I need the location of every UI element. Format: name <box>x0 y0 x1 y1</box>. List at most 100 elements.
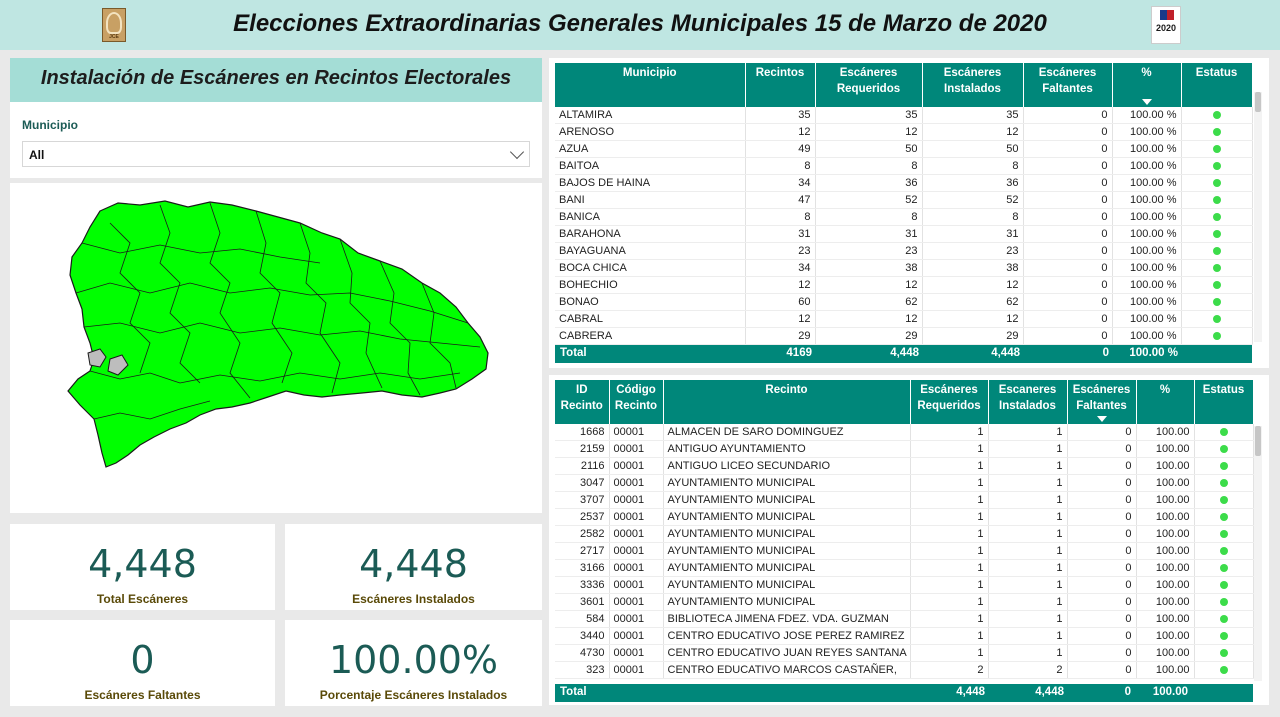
dominican-republic-map[interactable] <box>10 183 542 513</box>
recinto-row[interactable]: 3707 00001 AYUNTAMIENTO MUNICIPAL 1 1 0 100.00 <box>555 491 1254 510</box>
municipio-cell: CABRAL <box>555 310 746 329</box>
municipio-row[interactable]: BOHECHIO 12 12 12 0 100.00 % <box>555 276 1253 295</box>
col-rec-requeridos[interactable]: Escáneres Requeridos <box>910 380 989 424</box>
sort-desc-icon[interactable] <box>1096 416 1107 422</box>
recinto-cell: 2 <box>988 661 1068 680</box>
col-municipio[interactable]: Municipio <box>555 63 746 107</box>
municipio-cell: 100.00 % <box>1112 242 1182 261</box>
col-id-recinto[interactable]: ID Recinto <box>555 380 610 424</box>
municipio-row[interactable]: BOCA CHICA 34 38 38 0 100.00 % <box>555 259 1253 278</box>
municipio-row[interactable]: AZUA 49 50 50 0 100.00 % <box>555 140 1253 159</box>
municipio-row[interactable]: CABRAL 12 12 12 0 100.00 % <box>555 310 1253 329</box>
municipio-cell: 8 <box>922 157 1024 176</box>
recinto-cell: 1 <box>910 525 989 544</box>
municipio-row[interactable]: ALTAMIRA 35 35 35 0 100.00 % <box>555 107 1253 125</box>
recinto-row[interactable]: 2717 00001 AYUNTAMIENTO MUNICIPAL 1 1 0 100.00 <box>555 542 1254 561</box>
municipio-row[interactable]: CABRERA 29 29 29 0 100.00 % <box>555 327 1253 346</box>
municipio-cell: 12 <box>922 310 1024 329</box>
col-rec-pct[interactable]: % <box>1136 380 1195 424</box>
municipio-row[interactable]: BARAHONA 31 31 31 0 100.00 % <box>555 225 1253 244</box>
recintos-total-row: Total 4,448 4,448 0 100.00 <box>555 684 1253 702</box>
municipio-cell: ARENOSO <box>555 123 746 142</box>
col-rec-estatus[interactable]: Estatus <box>1194 380 1254 424</box>
municipio-cell: 12 <box>745 276 816 295</box>
status-dot-icon <box>1212 196 1221 205</box>
recinto-row[interactable]: 3336 00001 AYUNTAMIENTO MUNICIPAL 1 1 0 100.00 <box>555 576 1254 595</box>
municipio-cell: 100.00 % <box>1112 191 1182 210</box>
recinto-cell: 2 <box>910 661 989 680</box>
slicer-label: Municipio <box>22 118 78 132</box>
recinto-cell: 0 <box>1067 593 1137 612</box>
municipio-row[interactable]: BAJOS DE HAINA 34 36 36 0 100.00 % <box>555 174 1253 193</box>
recinto-cell: 3047 <box>555 474 610 493</box>
recintos-header-row: ID Recinto Código Recinto Recinto Escáne… <box>555 380 1254 424</box>
col-pct[interactable]: % <box>1112 63 1182 107</box>
municipio-cell: 100.00 % <box>1112 174 1182 193</box>
col-rec-instalados[interactable]: Escaneres Instalados <box>988 380 1068 424</box>
recinto-row[interactable]: 4730 00001 CENTRO EDUCATIVO JUAN REYES SAN… <box>555 644 1254 663</box>
municipios-scrollbar[interactable] <box>1254 92 1262 342</box>
col-codigo-recinto[interactable]: Código Recinto <box>609 380 664 424</box>
elecciones-2020-logo-text: 2020 <box>1155 23 1177 33</box>
col-recinto[interactable]: Recinto <box>663 380 911 424</box>
recinto-cell: AYUNTAMIENTO MUNICIPAL <box>663 474 911 493</box>
recinto-row[interactable]: 3047 00001 AYUNTAMIENTO MUNICIPAL 1 1 0 100.00 <box>555 474 1254 493</box>
recinto-row[interactable]: 3166 00001 AYUNTAMIENTO MUNICIPAL 1 1 0 100.00 <box>555 559 1254 578</box>
recinto-row[interactable]: 3601 00001 AYUNTAMIENTO MUNICIPAL 1 1 0 100.00 <box>555 593 1254 612</box>
recinto-row[interactable]: 1668 00001 ALMACEN DE SARO DOMINGUEZ 1 1 0 100… <box>555 424 1254 442</box>
municipio-cell: 31 <box>922 225 1024 244</box>
recintos-table: ID Recinto Código Recinto Recinto Escáne… <box>555 380 1254 680</box>
col-rec-faltantes[interactable]: Escáneres Faltantes <box>1067 380 1137 424</box>
status-dot-icon <box>1212 332 1221 341</box>
recinto-row[interactable]: 584 00001 BIBLIOTECA JIMENA FDEZ. VDA. GUZ… <box>555 610 1254 629</box>
recinto-cell: 100.00 <box>1136 525 1195 544</box>
municipio-row[interactable]: BAYAGUANA 23 23 23 0 100.00 % <box>555 242 1253 261</box>
status-dot-icon <box>1219 564 1228 573</box>
municipio-cell: 23 <box>922 242 1024 261</box>
col-instalados[interactable]: Escáneres Instalados <box>922 63 1024 107</box>
municipio-row[interactable]: BAITOA 8 8 8 0 100.00 % <box>555 157 1253 176</box>
municipio-cell: BONAO <box>555 293 746 312</box>
municipio-row[interactable]: ARENOSO 12 12 12 0 100.00 % <box>555 123 1253 142</box>
recinto-row[interactable]: 323 00001 CENTRO EDUCATIVO MARCOS CASTAÑER… <box>555 661 1254 680</box>
recinto-row[interactable]: 2582 00001 AYUNTAMIENTO MUNICIPAL 1 1 0 100.00 <box>555 525 1254 544</box>
status-cell <box>1181 174 1253 193</box>
sort-desc-icon[interactable] <box>1141 99 1152 105</box>
col-estatus[interactable]: Estatus <box>1181 63 1253 107</box>
recinto-cell: CENTRO EDUCATIVO JOSE PEREZ RAMIREZ <box>663 627 911 646</box>
recinto-cell: 100.00 <box>1136 576 1195 595</box>
municipio-cell: 60 <box>745 293 816 312</box>
col-faltantes[interactable]: Escáneres Faltantes <box>1023 63 1113 107</box>
recinto-row[interactable]: 2537 00001 AYUNTAMIENTO MUNICIPAL 1 1 0 100.00 <box>555 508 1254 527</box>
col-recintos[interactable]: Recintos <box>745 63 816 107</box>
recinto-row[interactable]: 2159 00001 ANTIGUO AYUNTAMIENTO 1 1 0 100.00 <box>555 440 1254 459</box>
col-requeridos[interactable]: Escáneres Requeridos <box>815 63 923 107</box>
map-municipality-borders <box>75 202 481 420</box>
recintos-scroll-thumb[interactable] <box>1255 426 1261 456</box>
status-dot-icon <box>1219 530 1228 539</box>
municipio-row[interactable]: BONAO 60 62 62 0 100.00 % <box>555 293 1253 312</box>
recinto-cell: 100.00 <box>1136 661 1195 680</box>
recintos-scrollbar[interactable] <box>1254 426 1262 681</box>
status-dot-icon <box>1219 632 1228 641</box>
recinto-cell: 3166 <box>555 559 610 578</box>
municipio-row[interactable]: BANICA 8 8 8 0 100.00 % <box>555 208 1253 227</box>
municipio-dropdown[interactable]: All <box>22 141 530 167</box>
chevron-down-icon[interactable] <box>509 144 525 160</box>
recinto-row[interactable]: 2116 00001 ANTIGUO LICEO SECUNDARIO 1 1 0 100.… <box>555 457 1254 476</box>
municipio-cell: 0 <box>1023 327 1113 346</box>
status-dot-icon <box>1212 145 1221 154</box>
recinto-cell: 1 <box>988 508 1068 527</box>
status-cell <box>1181 310 1253 329</box>
recinto-cell: AYUNTAMIENTO MUNICIPAL <box>663 542 911 561</box>
recinto-cell: 1 <box>988 610 1068 629</box>
recinto-cell: 0 <box>1067 644 1137 663</box>
municipios-scroll-thumb[interactable] <box>1255 92 1261 112</box>
kpi-card-missing: 0 Escáneres Faltantes <box>10 620 275 706</box>
recinto-row[interactable]: 3440 00001 CENTRO EDUCATIVO JOSE PEREZ RAM… <box>555 627 1254 646</box>
municipios-body: ALTAMIRA 35 35 35 0 100.00 % ARENOSO 12 12 12 0 100… <box>555 107 1253 346</box>
municipio-row[interactable]: BANI 47 52 52 0 100.00 % <box>555 191 1253 210</box>
map-region-gray <box>87 348 107 368</box>
recinto-cell: 0 <box>1067 542 1137 561</box>
municipio-cell: 62 <box>815 293 923 312</box>
